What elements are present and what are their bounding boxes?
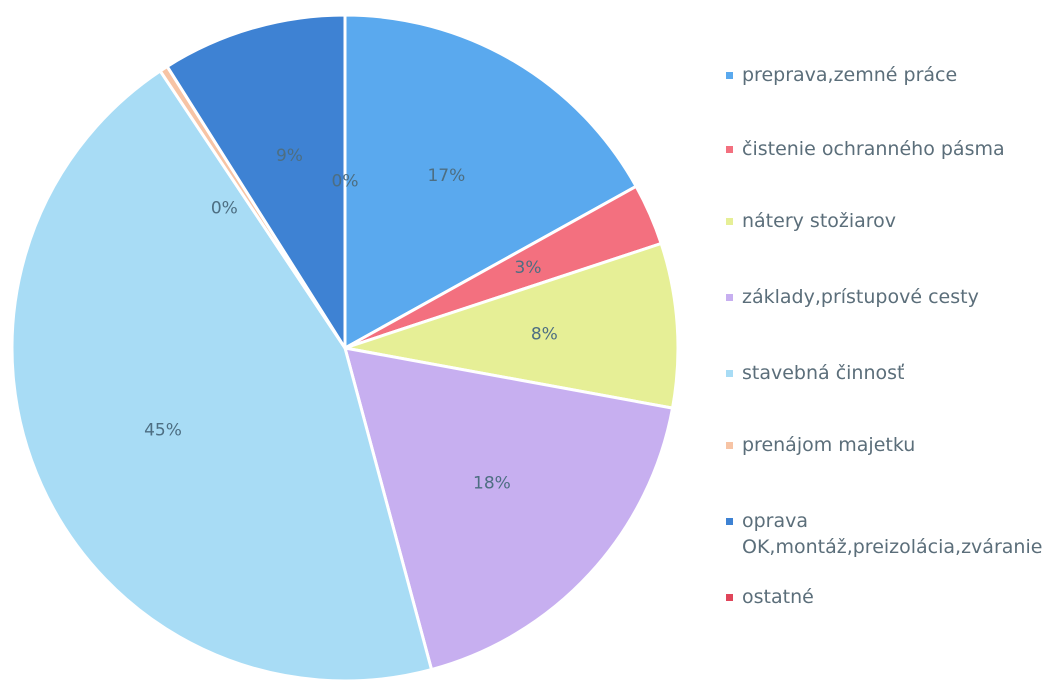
legend-swatch — [726, 146, 733, 153]
legend-item: prenájom majetku — [722, 432, 1052, 458]
legend-swatch — [726, 72, 733, 79]
pie-slice — [165, 13, 347, 354]
legend-label: nátery stožiarov — [742, 210, 897, 232]
data-label: 18% — [473, 473, 511, 493]
data-label: 17% — [427, 166, 465, 186]
legend-label: ostatné — [742, 586, 814, 608]
legend-label: stavebná činnosť — [742, 362, 905, 384]
legend-swatch — [726, 370, 733, 377]
pie-slice — [344, 241, 680, 410]
legend-item: čistenie ochranného pásma — [722, 136, 1052, 162]
legend-swatch — [726, 294, 733, 301]
pie-slice — [343, 13, 639, 351]
legend-swatch — [726, 218, 733, 225]
legend-swatch — [726, 518, 733, 525]
legend-label: preprava,zemné práce — [742, 64, 958, 86]
pie-slice — [342, 346, 675, 672]
legend-item: nátery stožiarov — [722, 208, 1052, 234]
data-label: 0% — [211, 198, 238, 218]
pie-area: 17% 3% 8% 18% 45% 0% 9% 0% — [10, 13, 680, 683]
data-label: 45% — [144, 420, 182, 440]
legend-item: oprava OK,montáž,preizolácia,zváranie — [722, 508, 1052, 560]
legend-item: základy,prístupové cesty — [722, 284, 1052, 310]
legend-label: oprava OK,montáž,preizolácia,zváranie — [742, 510, 1043, 558]
data-label: 3% — [515, 258, 542, 278]
legend-item: preprava,zemné práce — [722, 62, 1052, 88]
legend-label: základy,prístupové cesty — [742, 286, 979, 308]
legend-swatch — [726, 442, 733, 449]
legend-item: stavebná činnosť — [722, 360, 1052, 386]
legend-label: čistenie ochranného pásma — [742, 138, 1005, 160]
pie-slice — [10, 68, 434, 683]
data-label: 8% — [531, 324, 558, 344]
data-label: 0% — [332, 172, 359, 192]
legend-item: ostatné — [722, 584, 1052, 610]
legend-swatch — [726, 594, 733, 601]
data-label: 9% — [276, 146, 303, 166]
legend-label: prenájom majetku — [742, 434, 916, 456]
